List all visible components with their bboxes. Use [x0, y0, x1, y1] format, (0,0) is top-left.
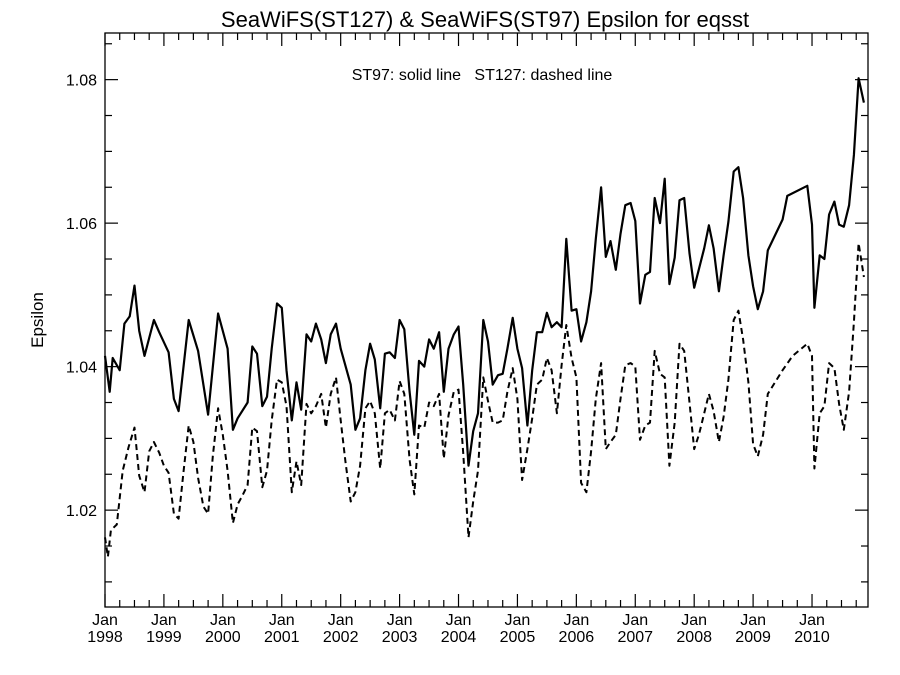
y-tick-label: 1.04: [66, 360, 97, 377]
y-tick-label: 1.06: [66, 216, 97, 233]
x-tick-year-label: 2003: [382, 629, 418, 646]
x-tick-year-label: 2000: [205, 629, 241, 646]
y-axis-label: Epsilon: [28, 292, 47, 348]
x-tick-year-label: 2006: [559, 629, 595, 646]
y-tick-label: 1.02: [66, 503, 97, 520]
chart-title: SeaWiFS(ST127) & SeaWiFS(ST97) Epsilon f…: [221, 7, 749, 32]
x-tick-month-label: Jan: [505, 612, 531, 629]
series-line-st127: [104, 242, 865, 558]
plot-frame: [104, 32, 869, 608]
series-line-st97: [103, 77, 865, 467]
x-tick-year-label: 2002: [323, 629, 359, 646]
x-tick-year-label: 2001: [264, 629, 300, 646]
x-tick-year-label: 1998: [87, 629, 123, 646]
x-tick-year-label: 2010: [794, 629, 830, 646]
x-tick-month-label: Jan: [563, 612, 589, 629]
x-tick-year-label: 2005: [500, 629, 536, 646]
axes: [104, 32, 869, 608]
x-tick-year-label: 2009: [735, 629, 771, 646]
x-tick-year-label: 2007: [617, 629, 653, 646]
tick-group: 1.021.041.061.08Jan1998Jan1999Jan2000Jan…: [66, 33, 868, 646]
x-tick-month-label: Jan: [681, 612, 707, 629]
x-tick-month-label: Jan: [92, 612, 118, 629]
series-group: [103, 77, 865, 558]
x-tick-month-label: Jan: [799, 612, 825, 629]
x-tick-year-label: 2008: [676, 629, 712, 646]
x-tick-month-label: Jan: [740, 612, 766, 629]
x-tick-month-label: Jan: [622, 612, 648, 629]
x-tick-month-label: Jan: [269, 612, 295, 629]
x-tick-month-label: Jan: [387, 612, 413, 629]
x-tick-year-label: 1999: [146, 629, 182, 646]
y-tick-label: 1.08: [66, 73, 97, 90]
legend-annotation: ST97: solid line ST127: dashed line: [352, 67, 613, 84]
x-tick-month-label: Jan: [446, 612, 472, 629]
x-tick-month-label: Jan: [210, 612, 236, 629]
x-tick-month-label: Jan: [328, 612, 354, 629]
x-tick-month-label: Jan: [151, 612, 177, 629]
x-tick-year-label: 2004: [441, 629, 477, 646]
